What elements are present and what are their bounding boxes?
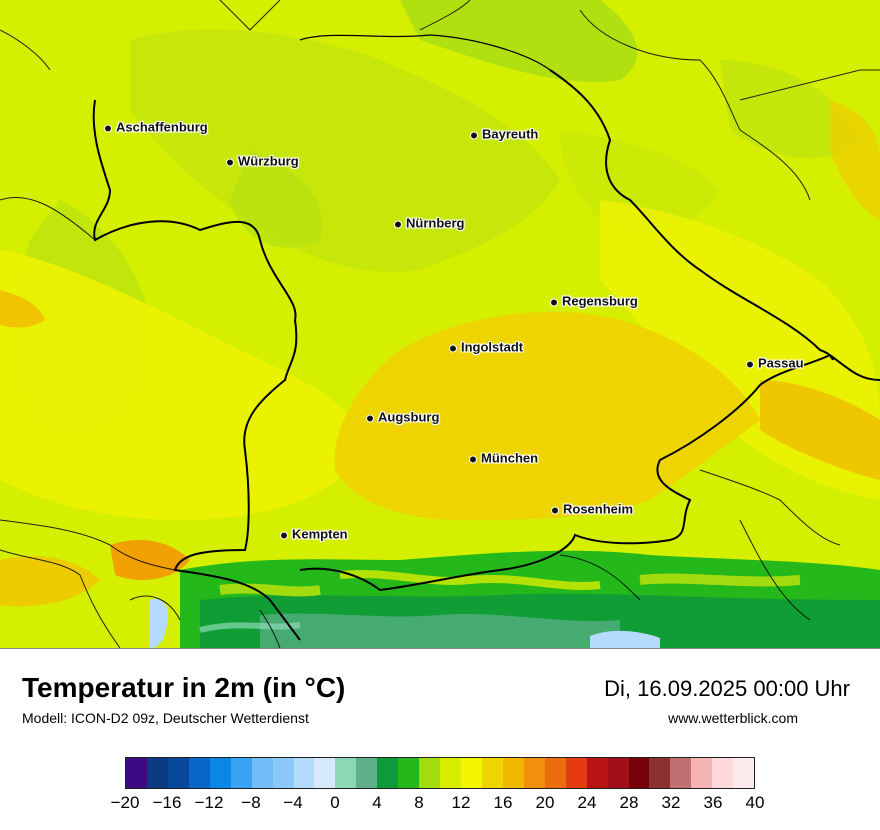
colorbar-tick-label: −16 (152, 793, 182, 812)
colorbar-segment (335, 758, 357, 788)
city-dot-icon (394, 220, 402, 229)
city-dot-icon (470, 131, 478, 140)
city-name: Nürnberg (406, 215, 465, 231)
colorbar-segment (670, 758, 692, 788)
colorbar-tick-label: 4 (372, 793, 382, 812)
city-name: Regensburg (562, 293, 638, 309)
colorbar-segment (544, 758, 566, 788)
temperature-colorbar (125, 757, 755, 789)
map-title: Temperatur in 2m (in °C) (22, 672, 346, 703)
city-dot-icon (550, 298, 558, 307)
colorbar-segment (523, 758, 545, 788)
colorbar-segment (314, 758, 336, 788)
colorbar-tick-label: 12 (451, 793, 471, 812)
colorbar-tick-label: 28 (619, 793, 639, 812)
city-label-wuerzburg: Würzburg (226, 154, 299, 169)
colorbar-tick-label: 8 (414, 793, 424, 812)
colorbar-segment (565, 758, 587, 788)
colorbar-segment (272, 758, 294, 788)
colorbar-ticks: −20 −16 −12 −8 −4 0 4 8 12 16 20 24 28 32 36 40 (111, 793, 765, 817)
colorbar-segment (502, 758, 524, 788)
colorbar-segment (356, 758, 378, 788)
city-label-ingolstadt: Ingolstadt (449, 340, 523, 355)
city-name: Ingolstadt (461, 339, 524, 355)
colorbar-segment (293, 758, 315, 788)
colorbar-tick-label: 24 (577, 793, 597, 812)
colorbar-segment (209, 758, 231, 788)
city-label-passau: Passau (746, 356, 804, 371)
temperature-map: Aschaffenburg Bayreuth Würzburg Nürnberg… (0, 0, 880, 649)
colorbar-segment (126, 758, 147, 788)
city-name: Aschaffenburg (116, 119, 208, 135)
city-dot-icon (280, 531, 288, 540)
city-label-aschaffenburg: Aschaffenburg (104, 120, 208, 135)
city-dot-icon (746, 360, 754, 369)
city-label-rosenheim: Rosenheim (551, 502, 633, 517)
colorbar-segment (733, 758, 755, 788)
city-name: Würzburg (238, 153, 299, 169)
city-label-bayreuth: Bayreuth (470, 127, 538, 142)
colorbar-segment (649, 758, 671, 788)
city-name: Kempten (292, 526, 348, 542)
city-dot-icon (469, 455, 477, 464)
colorbar-segment (712, 758, 734, 788)
city-name: Rosenheim (563, 501, 634, 517)
colorbar-segment (230, 758, 252, 788)
map-graphic (0, 0, 880, 648)
city-label-muenchen: München (469, 451, 538, 466)
colorbar-tick-label: 36 (703, 793, 723, 812)
colorbar-segment (419, 758, 441, 788)
city-dot-icon (366, 414, 374, 423)
city-dot-icon (226, 158, 234, 167)
colorbar-tick-label: −4 (283, 793, 303, 812)
colorbar-segment (481, 758, 503, 788)
city-dot-icon (551, 506, 559, 515)
colorbar-tick-label: 32 (661, 793, 681, 812)
city-name: Bayreuth (482, 126, 539, 142)
colorbar-segment (440, 758, 461, 788)
colorbar-tick-label: −20 (110, 793, 140, 812)
city-dot-icon (104, 124, 112, 133)
city-name: Augsburg (378, 409, 440, 425)
city-label-augsburg: Augsburg (366, 410, 439, 425)
colorbar-segment (461, 758, 482, 788)
forecast-datetime: Di, 16.09.2025 00:00 Uhr (604, 676, 850, 701)
colorbar-segment (398, 758, 420, 788)
colorbar-segment (607, 758, 629, 788)
colorbar-tick-label: 20 (535, 793, 555, 812)
colorbar-segment (586, 758, 608, 788)
city-dot-icon (449, 344, 457, 353)
colorbar-segment (691, 758, 713, 788)
colorbar-segment (251, 758, 273, 788)
colorbar-tick-label: 0 (330, 793, 340, 812)
city-label-regensburg: Regensburg (550, 294, 638, 309)
colorbar-segment (188, 758, 210, 788)
city-name: Passau (758, 355, 804, 371)
colorbar-tick-label: 16 (493, 793, 513, 812)
colorbar-tick-label: −12 (194, 793, 224, 812)
colorbar-tick-label: −8 (241, 793, 261, 812)
colorbar-tick-label: 40 (745, 793, 765, 812)
city-label-nuernberg: Nürnberg (394, 216, 465, 231)
colorbar-segment (377, 758, 399, 788)
colorbar-segment (167, 758, 189, 788)
colorbar-segment (146, 758, 168, 788)
model-source: Modell: ICON-D2 09z, Deutscher Wetterdie… (22, 710, 309, 726)
website-link[interactable]: www.wetterblick.com (668, 710, 798, 726)
colorbar-segment (628, 758, 650, 788)
city-name: München (481, 450, 539, 466)
city-label-kempten: Kempten (280, 527, 348, 542)
